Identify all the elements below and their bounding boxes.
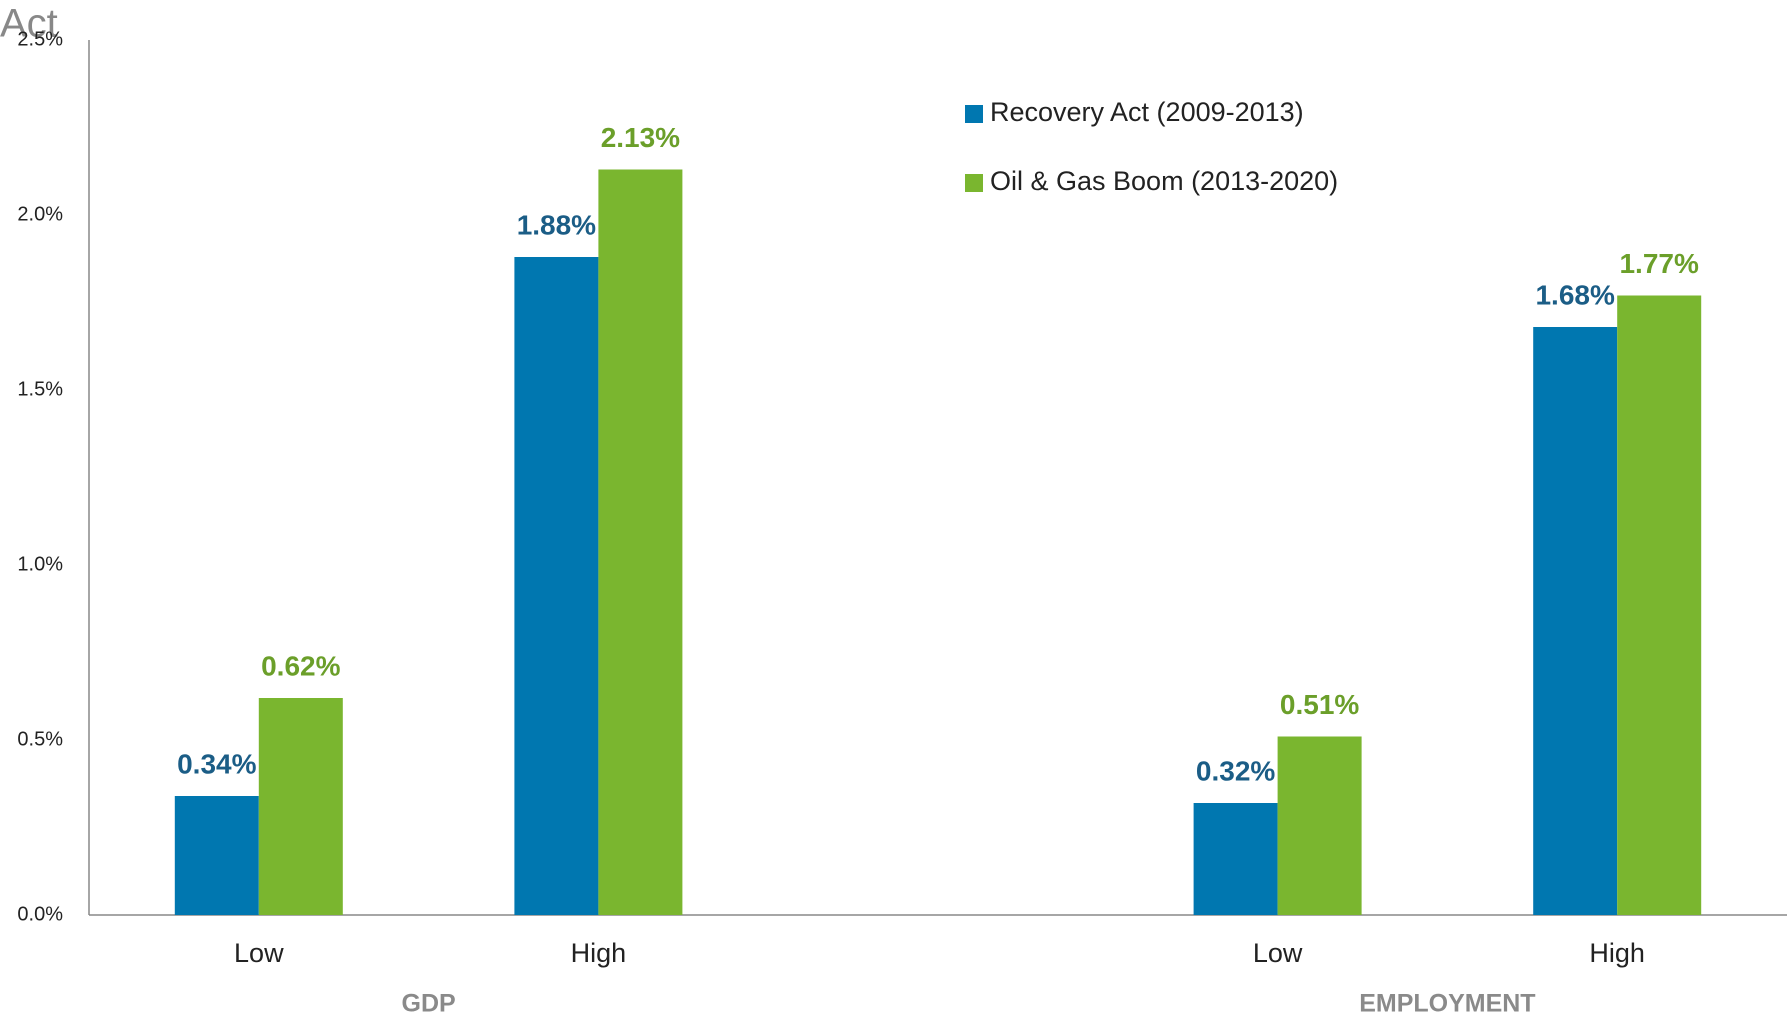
y-tick-label: 2.5% bbox=[17, 28, 63, 50]
chart-title: Act bbox=[0, 2, 58, 46]
y-tick-label: 1.5% bbox=[17, 378, 63, 400]
value-label: 2.13% bbox=[601, 122, 680, 153]
bar bbox=[1617, 295, 1702, 915]
value-label: 0.51% bbox=[1280, 689, 1359, 720]
x-tick-label: Low bbox=[234, 938, 284, 968]
y-tick-label: 1.0% bbox=[17, 553, 63, 575]
bar bbox=[174, 796, 259, 915]
y-tick-label: 0.0% bbox=[17, 903, 63, 925]
bar bbox=[598, 169, 683, 915]
value-label: 0.34% bbox=[177, 748, 256, 779]
group-label: GDP bbox=[402, 990, 456, 1018]
x-tick-label: High bbox=[571, 938, 627, 968]
value-label: 1.88% bbox=[517, 209, 596, 240]
y-tick-label: 0.5% bbox=[17, 728, 63, 750]
value-label: 1.68% bbox=[1535, 279, 1614, 310]
bar bbox=[1533, 327, 1618, 915]
value-label: 0.32% bbox=[1196, 755, 1275, 786]
x-tick-label: High bbox=[1589, 938, 1645, 968]
y-tick-label: 2.0% bbox=[17, 203, 63, 225]
legend-label: Recovery Act (2009-2013) bbox=[990, 97, 1304, 127]
legend-label: Oil & Gas Boom (2013-2020) bbox=[990, 166, 1338, 196]
legend-swatch bbox=[965, 105, 983, 123]
bar bbox=[1193, 803, 1278, 915]
value-label: 1.77% bbox=[1619, 248, 1698, 279]
value-label: 0.62% bbox=[261, 650, 340, 681]
bar bbox=[514, 257, 599, 915]
legend-swatch bbox=[965, 174, 983, 192]
bar bbox=[1277, 736, 1362, 915]
bar bbox=[258, 698, 343, 915]
group-label: EMPLOYMENT bbox=[1359, 990, 1535, 1018]
x-tick-label: Low bbox=[1253, 938, 1303, 968]
